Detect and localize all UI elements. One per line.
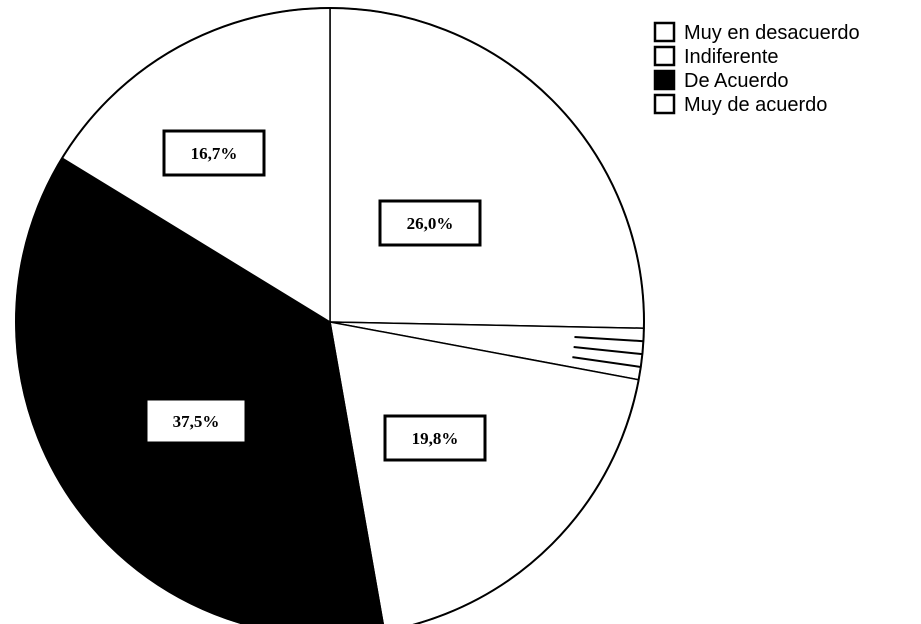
legend-swatch (653, 69, 676, 91)
legend-swatch (653, 21, 676, 43)
legend-label: Muy de acuerdo (684, 94, 827, 116)
legend-label: Muy en desacuerdo (684, 22, 860, 44)
data-label: 16,7% (191, 144, 238, 163)
data-labels: 26,0% 19,8% 37,5% 16,7% (144, 129, 487, 462)
data-label-box (162, 129, 266, 177)
data-label: 19,8% (412, 429, 459, 448)
pie-slice-hatch (573, 346, 643, 356)
legend-label: De Acuerdo (684, 70, 789, 92)
data-label-box (383, 414, 487, 462)
pie-slice-1 (329, 7, 645, 330)
legend-swatch (653, 45, 676, 67)
pie-slices (15, 7, 645, 624)
data-label-box (378, 199, 482, 247)
pie-slice-hatch (572, 356, 641, 368)
data-label-box (144, 397, 248, 445)
pie-outline (15, 7, 645, 624)
legend-swatch (653, 93, 676, 115)
data-label: 37,5% (173, 412, 220, 431)
pie-slice-hatch (574, 335, 644, 343)
legend-label: Indiferente (684, 46, 779, 68)
data-label: 26,0% (407, 214, 454, 233)
